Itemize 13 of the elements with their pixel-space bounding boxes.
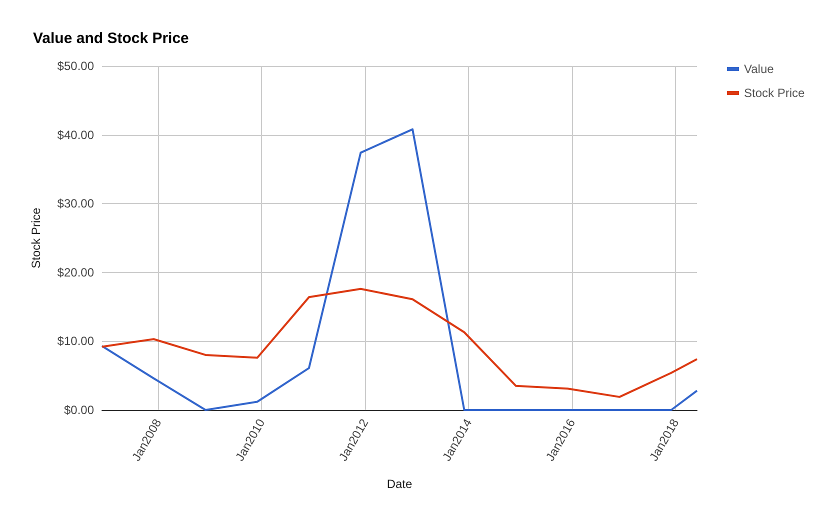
- y-axis-title: Stock Price: [29, 207, 43, 268]
- y-tick-label: $0.00: [64, 403, 94, 417]
- y-tick-label: $10.00: [57, 334, 94, 348]
- y-tick-label: $40.00: [57, 128, 94, 142]
- chart-title: Value and Stock Price: [33, 30, 189, 47]
- y-tick-label: $20.00: [57, 265, 94, 280]
- legend-label: Stock Price: [744, 86, 806, 100]
- x-axis-title: Date: [386, 477, 412, 491]
- legend-label: Value: [744, 62, 774, 76]
- y-tick-label: $50.00: [57, 59, 94, 73]
- line-series: [101, 288, 698, 398]
- line-series: [101, 128, 698, 411]
- y-tick-label: $30.00: [57, 196, 94, 211]
